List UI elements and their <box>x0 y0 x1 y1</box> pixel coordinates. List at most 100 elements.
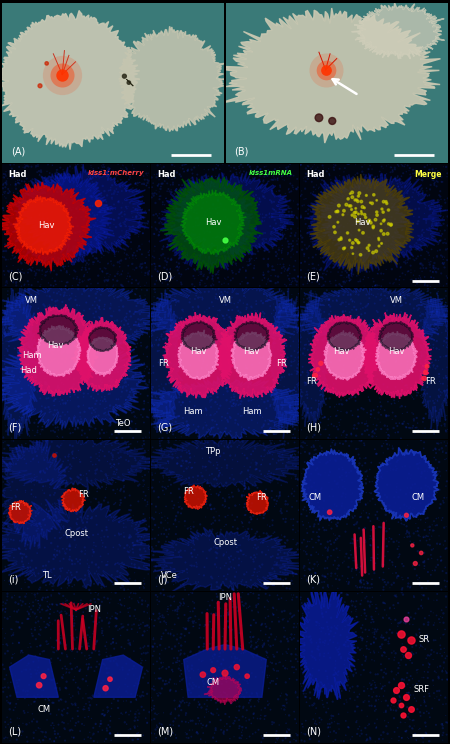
Point <box>159 208 166 220</box>
Point <box>155 411 162 423</box>
Point <box>266 465 273 477</box>
Point <box>261 573 269 585</box>
Point <box>32 362 39 374</box>
Point <box>221 234 229 246</box>
Point <box>322 394 329 405</box>
Point <box>413 422 420 434</box>
Point <box>344 619 351 631</box>
Point <box>304 333 311 345</box>
Point <box>324 638 332 650</box>
Point <box>44 266 51 278</box>
Point <box>317 416 324 428</box>
Point <box>304 227 311 239</box>
Point <box>350 596 357 608</box>
Point <box>259 189 266 201</box>
Point <box>397 716 404 728</box>
Point <box>71 671 78 683</box>
Point <box>397 300 405 312</box>
Point <box>220 520 228 532</box>
Point <box>164 481 171 493</box>
Point <box>213 527 220 539</box>
Point <box>338 213 345 225</box>
Point <box>423 700 430 712</box>
Point <box>142 267 149 279</box>
Polygon shape <box>0 331 148 429</box>
Point <box>236 539 243 551</box>
Point <box>310 485 318 497</box>
Point <box>345 269 352 281</box>
Point <box>278 221 285 233</box>
Point <box>353 249 360 261</box>
Point <box>422 426 429 437</box>
Point <box>128 416 135 428</box>
Point <box>434 579 441 591</box>
Point <box>214 695 221 707</box>
Point <box>127 443 134 455</box>
Point <box>213 542 220 554</box>
Text: IPN: IPN <box>218 593 232 603</box>
Point <box>426 362 433 373</box>
Point <box>333 667 340 679</box>
Point <box>118 691 125 703</box>
Point <box>372 279 379 291</box>
Point <box>343 631 351 643</box>
Point <box>279 359 287 371</box>
Point <box>27 390 34 402</box>
Point <box>171 605 179 617</box>
Point <box>378 423 385 435</box>
Point <box>60 248 68 260</box>
Point <box>124 332 131 344</box>
Point <box>258 458 265 470</box>
Point <box>361 582 369 594</box>
Point <box>396 548 403 560</box>
Point <box>359 632 366 644</box>
Point <box>130 220 137 232</box>
Point <box>391 673 398 685</box>
Point <box>128 243 135 255</box>
Point <box>330 528 337 540</box>
Point <box>50 408 57 420</box>
Point <box>172 513 179 525</box>
Point <box>405 231 412 243</box>
Point <box>47 623 54 635</box>
Point <box>343 679 350 691</box>
Point <box>201 437 208 449</box>
Point <box>74 324 81 336</box>
Point <box>248 394 255 406</box>
Point <box>18 414 25 426</box>
Point <box>433 647 441 659</box>
Point <box>372 229 379 241</box>
Point <box>237 640 244 652</box>
Point <box>333 199 340 211</box>
Point <box>358 485 365 497</box>
Point <box>409 539 416 551</box>
Point <box>112 607 119 619</box>
Point <box>292 473 299 485</box>
Point <box>398 518 405 530</box>
Point <box>342 615 350 626</box>
Point <box>170 429 177 440</box>
Point <box>157 460 164 472</box>
Point <box>17 548 24 559</box>
Point <box>304 310 311 321</box>
Point <box>288 451 295 463</box>
Point <box>176 700 183 712</box>
Point <box>180 466 188 478</box>
Point <box>153 641 161 652</box>
Point <box>17 570 24 582</box>
Point <box>53 598 60 610</box>
Point <box>216 373 223 385</box>
Point <box>439 734 446 744</box>
Point <box>384 228 391 240</box>
Point <box>161 528 168 540</box>
Point <box>156 595 163 607</box>
Point <box>266 361 273 373</box>
Point <box>333 519 340 530</box>
Point <box>330 388 337 400</box>
Point <box>173 420 180 432</box>
Point <box>315 689 322 701</box>
Point <box>167 708 174 720</box>
Point <box>433 180 440 192</box>
Point <box>328 612 335 623</box>
Point <box>416 165 423 177</box>
